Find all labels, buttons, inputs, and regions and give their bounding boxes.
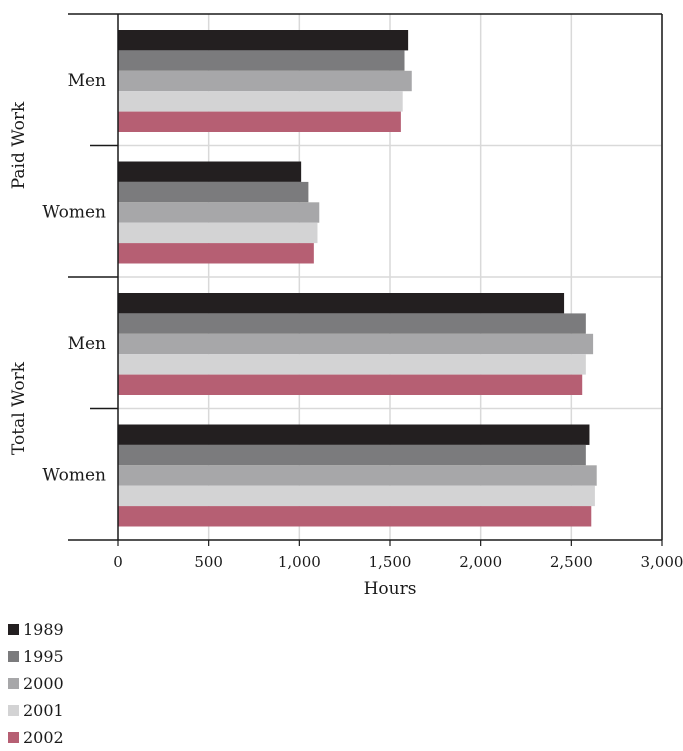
bar-2000-women <box>118 202 320 223</box>
legend-swatch <box>8 651 19 662</box>
bar-2002-women <box>118 506 592 527</box>
bar-1995-men <box>118 50 405 71</box>
bar-2001-men <box>118 354 586 375</box>
legend-label: 2001 <box>23 701 64 720</box>
bar-1989-women <box>118 161 302 182</box>
bar-2000-women <box>118 465 597 486</box>
x-tick-label: 500 <box>194 553 223 571</box>
x-tick-label: 2,500 <box>550 553 593 571</box>
legend-item: 2001 <box>8 697 64 724</box>
category-labels: Men Women Men Women <box>42 71 106 486</box>
x-axis-title: Hours <box>364 579 417 599</box>
bar-2000-men <box>118 70 412 92</box>
x-tick-label: 3,000 <box>641 553 683 571</box>
legend-swatch <box>8 678 19 689</box>
bar-2002-men <box>118 111 401 132</box>
chart: 0 500 1,000 1,500 2,000 2,500 3,000 MenWomenMe… <box>9 13 683 599</box>
bar-2001-men <box>118 91 403 112</box>
bar-2001-women <box>118 222 318 244</box>
legend-item: 1995 <box>8 643 64 670</box>
x-tick-label: 0 <box>113 553 123 571</box>
category-label: Women <box>42 202 106 222</box>
x-tick-label: 1,500 <box>369 553 412 571</box>
category-label: Men <box>68 334 106 354</box>
group-labels: Paid Work Total Work <box>9 101 29 455</box>
category-label: Men <box>68 71 106 91</box>
plot-frame <box>68 13 663 541</box>
bar-1995-women <box>118 444 586 466</box>
bar-2002-women <box>118 243 314 264</box>
legend-label: 1995 <box>23 647 64 666</box>
legend-item: 2000 <box>8 670 64 697</box>
legend-item: 2002 <box>8 724 64 751</box>
bar-1989-men <box>118 293 565 314</box>
legend: 1989 1995 2000 2001 2002 <box>8 616 64 751</box>
legend-swatch <box>8 732 19 743</box>
legend-swatch <box>8 624 19 635</box>
x-ticks: 0 500 1,000 1,500 2,000 2,500 3,000 <box>113 540 683 571</box>
category-label: Women <box>42 465 106 485</box>
bar-2002-men <box>118 374 583 395</box>
legend-label: 2002 <box>23 728 64 747</box>
bar-1995-men <box>118 313 586 334</box>
legend-label: 2000 <box>23 674 64 693</box>
group-label: Paid Work <box>9 101 29 189</box>
bar-1989-men <box>118 30 409 51</box>
group-label: Total Work <box>9 361 29 455</box>
bar-1995-women <box>118 181 309 203</box>
bars <box>118 30 597 527</box>
bar-1989-women <box>118 424 590 445</box>
legend-swatch <box>8 705 19 716</box>
x-tick-label: 2,000 <box>459 553 502 571</box>
legend-item: 1989 <box>8 616 64 643</box>
legend-label: 1989 <box>23 620 64 639</box>
x-tick-label: 1,000 <box>278 553 321 571</box>
bar-2001-women <box>118 485 595 507</box>
bar-2000-men <box>118 333 594 355</box>
